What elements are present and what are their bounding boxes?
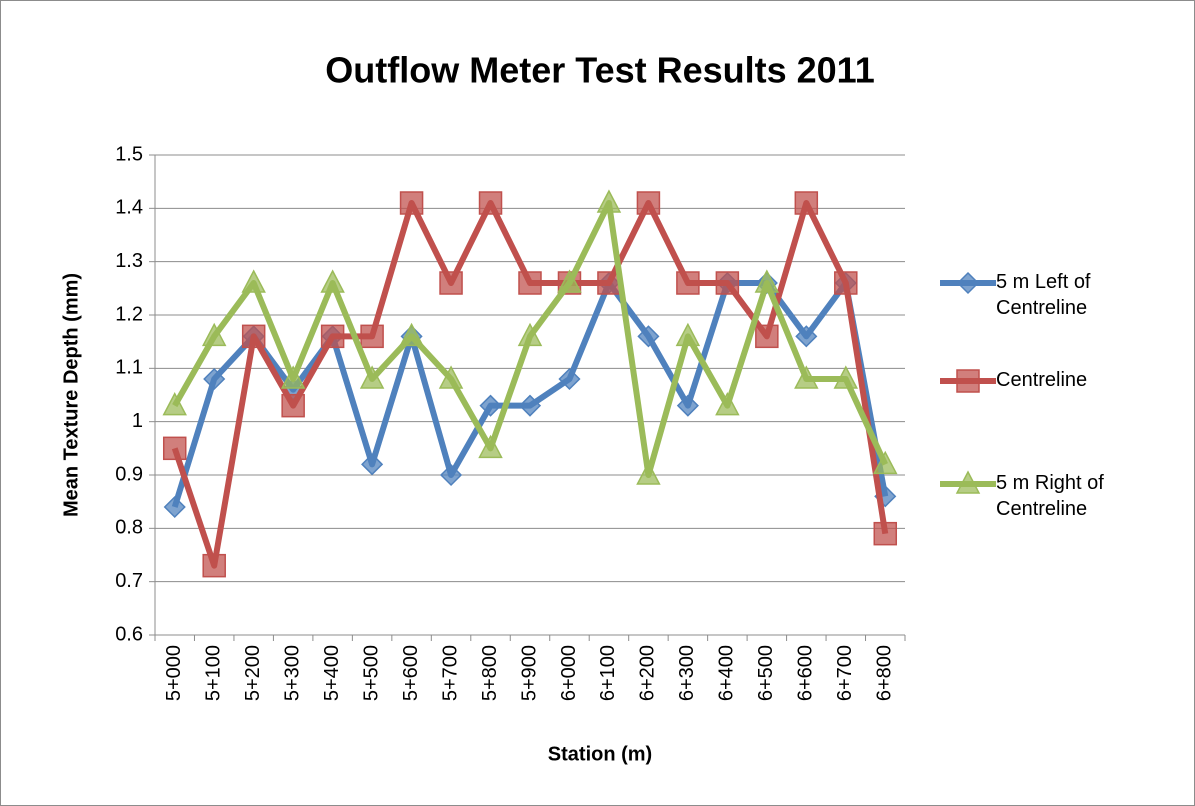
marker	[359, 365, 385, 389]
marker	[955, 470, 981, 494]
marker	[518, 271, 542, 295]
y-tick-label: 1.4	[115, 197, 143, 219]
marker	[320, 324, 345, 349]
marker	[399, 191, 424, 215]
marker	[281, 393, 305, 418]
x-tick-label: 5+800	[479, 645, 501, 701]
marker	[636, 191, 661, 215]
marker	[241, 269, 266, 293]
marker	[754, 269, 780, 293]
x-tick-label: 6+200	[637, 645, 659, 701]
x-tick-label: 5+500	[360, 645, 382, 701]
marker	[439, 463, 463, 487]
marker	[478, 191, 503, 215]
marker	[479, 394, 502, 417]
x-tick-label: 6+500	[755, 645, 777, 701]
marker	[873, 450, 898, 475]
legend-label: Centreline	[996, 369, 1088, 391]
marker	[637, 325, 660, 348]
x-tick-label: 6+000	[558, 645, 580, 701]
x-tick-label: 6+400	[716, 645, 738, 701]
marker	[360, 324, 384, 349]
y-tick-label: 1	[132, 410, 143, 432]
marker	[203, 367, 226, 391]
x-tick-label: 5+400	[321, 645, 343, 701]
y-tick-label: 0.7	[115, 570, 143, 592]
x-tick-label: 5+100	[202, 645, 224, 701]
marker	[439, 271, 463, 295]
x-tick-label: 5+600	[400, 645, 422, 701]
marker	[202, 553, 226, 578]
marker	[755, 324, 779, 349]
marker	[596, 189, 622, 213]
marker	[873, 521, 898, 546]
x-tick-label: 5+900	[518, 645, 540, 701]
y-tick-label: 1.3	[115, 250, 143, 272]
marker	[241, 324, 266, 349]
marker	[162, 392, 187, 416]
x-tick-label: 6+300	[676, 645, 698, 701]
marker	[676, 394, 699, 417]
y-tick-label: 0.9	[115, 463, 143, 485]
x-tick-label: 6+100	[597, 645, 619, 701]
x-tick-label: 5+200	[242, 645, 264, 701]
marker	[956, 369, 980, 393]
y-tick-label: 1.5	[115, 143, 143, 165]
x-tick-label: 5+300	[281, 645, 303, 701]
marker	[956, 271, 980, 295]
marker	[361, 453, 384, 476]
marker	[280, 365, 306, 389]
marker	[715, 392, 740, 416]
marker	[518, 394, 542, 417]
y-tick-label: 0.8	[115, 517, 143, 539]
chart-title: Outflow Meter Test Results 2011	[325, 50, 875, 91]
marker	[478, 434, 503, 459]
y-tick-label: 1.1	[115, 357, 143, 379]
x-tick-label: 5+700	[439, 645, 461, 701]
marker	[557, 269, 582, 293]
x-tick-label: 6+600	[795, 645, 817, 701]
legend-label: 5 m Left of Centreline	[996, 271, 1091, 319]
marker	[794, 365, 819, 389]
marker	[438, 365, 464, 389]
marker	[833, 365, 859, 389]
marker	[675, 322, 701, 347]
y-axis-title: Mean Texture Depth (mm)	[60, 273, 82, 517]
marker	[794, 191, 819, 215]
marker	[399, 322, 424, 347]
marker	[558, 367, 581, 391]
marker	[795, 325, 818, 348]
marker	[834, 271, 858, 295]
marker	[162, 436, 187, 461]
legend-label: 5 m Right of Centreline	[996, 472, 1104, 520]
marker	[715, 271, 740, 295]
y-tick-label: 1.2	[115, 303, 143, 325]
marker	[636, 461, 661, 485]
marker	[163, 495, 186, 519]
x-tick-label: 6+700	[834, 645, 856, 701]
x-axis-title: Station (m)	[548, 743, 652, 765]
marker	[676, 271, 700, 295]
x-tick-label: 5+000	[163, 645, 185, 701]
y-tick-label: 0.6	[115, 623, 143, 645]
marker	[320, 269, 345, 293]
x-tick-label: 6+800	[874, 645, 896, 701]
marker	[201, 322, 227, 347]
marker	[517, 322, 543, 347]
